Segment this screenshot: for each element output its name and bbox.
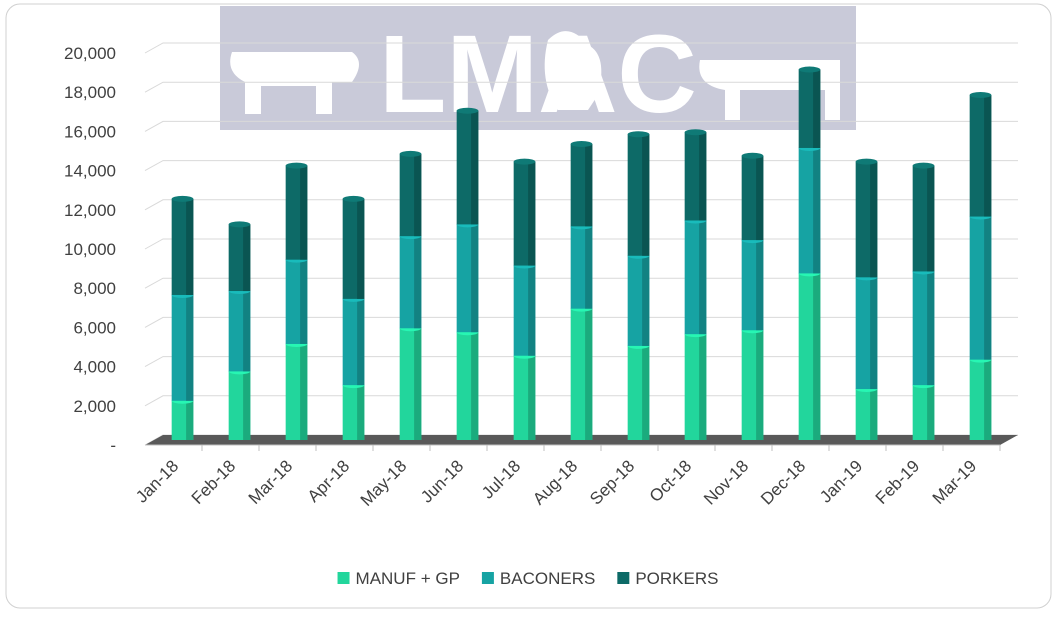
grid-line — [144, 120, 1018, 132]
grid-line — [144, 316, 1018, 328]
legend-label: BACONERS — [500, 569, 595, 588]
bar-shade — [756, 240, 764, 331]
bar-shade — [528, 265, 536, 356]
watermark-text: LMAC — [379, 13, 697, 136]
legend-label: MANUF + GP — [356, 569, 460, 588]
grid-line — [144, 160, 1018, 172]
bar-cap — [912, 162, 935, 169]
bar-shade — [585, 144, 593, 227]
bar-cap — [627, 131, 650, 138]
bar-shade — [300, 259, 308, 344]
y-tick-label: 10,000 — [64, 240, 116, 259]
y-tick-label: 18,000 — [64, 83, 116, 102]
bar-shade — [471, 332, 479, 440]
grid-line — [144, 199, 1018, 211]
bar-shade — [300, 343, 308, 440]
bar-shade — [528, 355, 536, 440]
bar-cap — [855, 158, 878, 165]
watermark: LMAC — [220, 6, 856, 136]
bar-cap — [456, 107, 479, 114]
bar-cap — [741, 152, 764, 159]
bar-shade — [300, 165, 308, 260]
pig-icon — [230, 52, 359, 114]
y-tick-label: 8,000 — [73, 279, 116, 298]
y-tick-label: 6,000 — [73, 318, 116, 337]
bar-cap — [684, 129, 707, 136]
bar-cap — [399, 150, 422, 157]
y-tick-label: 16,000 — [64, 122, 116, 141]
grid-line — [144, 81, 1018, 93]
bar-shade — [471, 224, 479, 333]
bar-cap — [228, 221, 251, 228]
bar-shade — [642, 134, 650, 256]
bar-shade — [585, 308, 593, 440]
bar-shade — [243, 371, 251, 440]
bar-shade — [870, 277, 878, 390]
legend: MANUF + GP BACONERS PORKERS — [337, 569, 718, 588]
bar-shade — [585, 226, 593, 309]
bar-shade — [813, 147, 821, 274]
bar-shade — [699, 132, 707, 221]
bar-shade — [471, 110, 479, 225]
bar-shade — [357, 298, 365, 386]
legend-swatch — [481, 572, 494, 584]
bar-shade — [357, 385, 365, 440]
legend-swatch — [337, 572, 350, 584]
bar-shade — [414, 328, 422, 440]
grid-line — [144, 356, 1018, 368]
bar-cap — [285, 162, 308, 169]
bar-shade — [414, 236, 422, 329]
bar-shade — [642, 255, 650, 346]
bar-shade — [813, 69, 821, 148]
bar-shade — [357, 198, 365, 299]
bar-cap — [570, 141, 593, 148]
grid-line — [144, 42, 1018, 54]
bar-shade — [756, 330, 764, 440]
y-tick-label: 14,000 — [64, 162, 116, 181]
bar-cap — [171, 195, 194, 202]
bar-shade — [186, 198, 194, 295]
bar-shade — [699, 334, 707, 440]
bar-shade — [984, 216, 992, 360]
bar-shade — [927, 385, 935, 440]
y-tick-label: 2,000 — [73, 397, 116, 416]
bar-cap — [342, 195, 365, 202]
grid-line — [144, 238, 1018, 250]
bar-shade — [642, 345, 650, 440]
legend-label: PORKERS — [635, 569, 718, 588]
bar-shade — [528, 161, 536, 266]
bar-shade — [414, 153, 422, 237]
legend-swatch — [617, 572, 630, 584]
bar-shade — [984, 359, 992, 440]
bar-shade — [927, 271, 935, 386]
bar-shade — [186, 400, 194, 440]
bar-cap — [969, 92, 992, 99]
y-tick-label: 20,000 — [64, 44, 116, 63]
bar-cap — [798, 66, 821, 73]
bar-shade — [927, 165, 935, 272]
bar-shade — [984, 95, 992, 217]
bar-shade — [813, 273, 821, 440]
bar-cap — [513, 158, 536, 165]
y-tick-label: 4,000 — [73, 358, 116, 377]
grid-line — [144, 277, 1018, 289]
bar-shade — [756, 155, 764, 241]
bar-shade — [870, 161, 878, 278]
bar-shade — [243, 291, 251, 372]
grid-line — [144, 395, 1018, 407]
bar-shade — [243, 224, 251, 292]
hen-icon — [544, 31, 602, 110]
bar-shade — [699, 220, 707, 335]
y-tick-label: - — [110, 436, 116, 455]
y-tick-label: 12,000 — [64, 201, 116, 220]
bar-shade — [870, 389, 878, 440]
bar-shade — [186, 294, 194, 401]
